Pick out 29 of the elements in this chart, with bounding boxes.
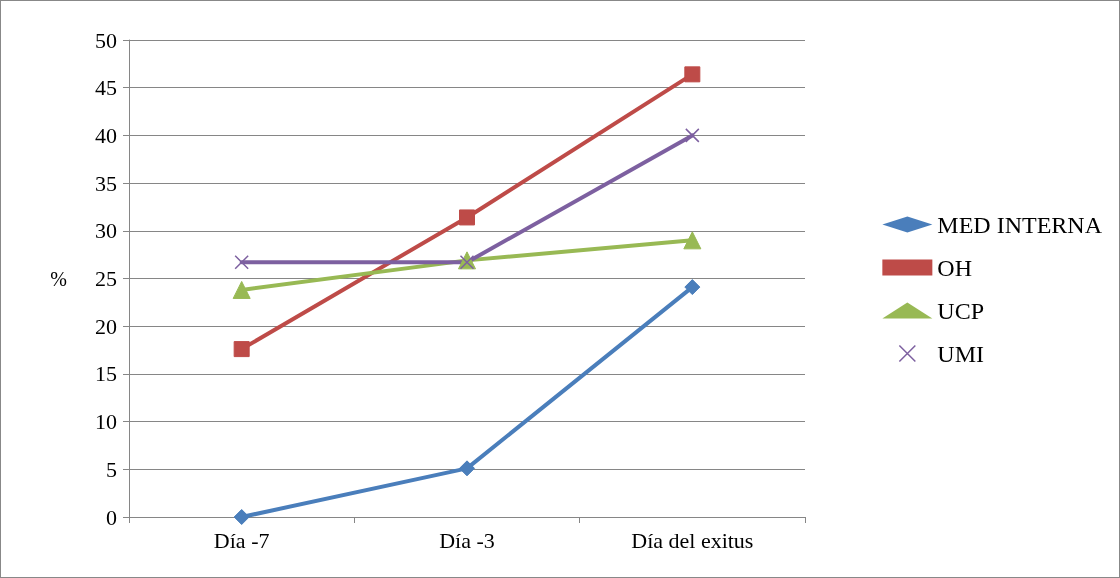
point bbox=[232, 280, 251, 299]
x-tick-label: Día -7 bbox=[213, 527, 270, 553]
legend-label: OH bbox=[937, 254, 973, 281]
y-tick-label: 45 bbox=[95, 75, 117, 101]
point bbox=[685, 128, 700, 143]
y-tick-label: 15 bbox=[95, 361, 117, 387]
legend-label: MED INTERNA bbox=[937, 211, 1103, 238]
y-tick-label: 0 bbox=[106, 504, 117, 530]
point bbox=[684, 279, 701, 296]
y-tick-label: 10 bbox=[95, 409, 117, 435]
y-tick-label: 25 bbox=[95, 266, 117, 291]
point bbox=[684, 66, 701, 83]
point bbox=[459, 460, 475, 477]
y-tick-label: 35 bbox=[95, 170, 117, 196]
y-tick-label: 40 bbox=[95, 122, 117, 148]
legend-label: UCP bbox=[937, 297, 985, 324]
y-tick-label: 5 bbox=[106, 456, 117, 482]
point bbox=[234, 255, 249, 270]
x-tick-label: Día del exitus bbox=[631, 527, 754, 553]
point bbox=[683, 231, 702, 250]
y-tick-label: 30 bbox=[95, 218, 117, 244]
y-tick-label: 50 bbox=[95, 27, 117, 53]
legend-label: UMI bbox=[937, 340, 985, 367]
point bbox=[233, 509, 250, 525]
y-axis-title: % bbox=[50, 267, 67, 290]
y-tick-label: 20 bbox=[95, 313, 117, 339]
point bbox=[459, 209, 475, 226]
x-tick-label: Día -3 bbox=[439, 527, 495, 553]
point bbox=[233, 341, 250, 358]
